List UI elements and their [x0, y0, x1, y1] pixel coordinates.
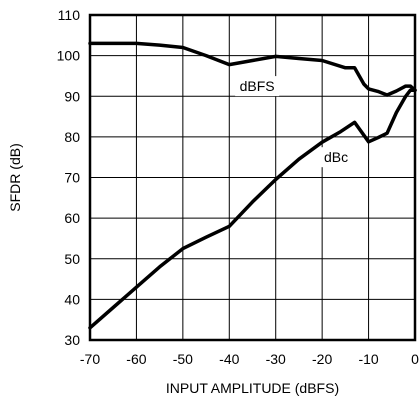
- x-tick-label-0: -70: [80, 351, 100, 367]
- y-tick-label-5: 80: [64, 129, 80, 145]
- y-tick-label-7: 100: [57, 48, 81, 64]
- x-tick-label-5: -20: [312, 351, 332, 367]
- grid-lines: [90, 15, 415, 340]
- x-tick-labels: -70 -60 -50 -40 -30 -20 -10 0: [80, 351, 419, 367]
- series-line-dbfs: [88, 41, 417, 97]
- x-tick-label-6: -10: [358, 351, 378, 367]
- x-tick-label-2: -50: [173, 351, 193, 367]
- series-label-dbfs: dBFS: [240, 78, 275, 94]
- x-tick-label-4: -30: [266, 351, 286, 367]
- y-axis-title: SFDR (dB): [7, 143, 23, 211]
- series-label-bg-0: [235, 76, 280, 97]
- series-lines: [88, 41, 417, 330]
- y-tick-label-4: 70: [64, 170, 80, 186]
- y-tick-label-1: 40: [64, 291, 80, 307]
- plot-frame: [88, 13, 417, 342]
- x-axis-title: INPUT AMPLITUDE (dBFS): [166, 380, 339, 396]
- series-label-bg-1: [318, 147, 354, 168]
- series-label-dbc: dBc: [324, 149, 348, 165]
- x-tick-label-3: -40: [219, 351, 239, 367]
- x-tick-label-7: 0: [411, 351, 419, 367]
- y-tick-label-6: 90: [64, 88, 80, 104]
- y-tick-label-3: 60: [64, 210, 80, 226]
- y-tick-label-0: 30: [64, 332, 80, 348]
- x-tick-label-1: -60: [126, 351, 146, 367]
- series-line-dbc: [88, 88, 417, 330]
- y-tick-label-8: 110: [58, 7, 81, 23]
- y-tick-labels: 30 40 50 60 70 80 90 100 110: [57, 7, 81, 348]
- series-labels: dBFS dBc: [235, 76, 354, 168]
- y-tick-label-2: 50: [64, 251, 80, 267]
